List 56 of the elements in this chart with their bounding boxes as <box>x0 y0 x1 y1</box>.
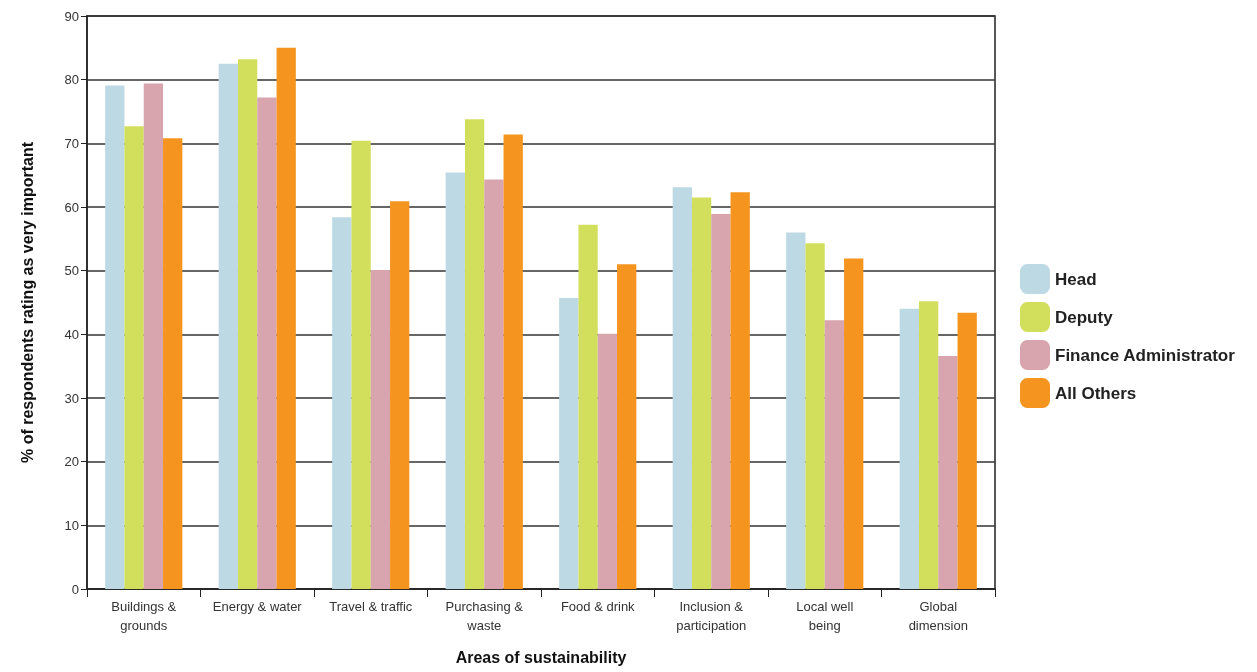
bar <box>578 224 598 589</box>
bar <box>445 172 465 589</box>
y-tick-label: 10 <box>64 517 79 533</box>
legend-label: Deputy <box>1055 307 1114 327</box>
x-tick-label: Food & drink <box>560 599 636 614</box>
bar <box>691 197 712 589</box>
bar <box>237 59 258 589</box>
bar <box>332 217 352 589</box>
y-tick-label: 90 <box>64 8 79 24</box>
y-tick-label: 60 <box>64 199 79 215</box>
y-tick-label: 0 <box>71 581 79 597</box>
bar <box>824 320 845 589</box>
bar <box>899 308 919 589</box>
bar <box>464 119 485 589</box>
y-tick-label: 70 <box>64 135 79 151</box>
bar <box>711 214 731 589</box>
bar <box>805 243 825 589</box>
bar <box>672 187 692 589</box>
x-tick-label: Local well being <box>796 599 854 633</box>
bar <box>351 140 371 589</box>
legend-label: Finance Administrator <box>1055 345 1236 365</box>
bar <box>218 63 238 589</box>
bar <box>503 134 523 589</box>
bar <box>597 333 618 589</box>
y-tick-label: 50 <box>64 263 79 279</box>
x-tick-label: Energy & water <box>212 599 303 614</box>
legend-label: Head <box>1055 269 1097 289</box>
bar <box>957 312 977 589</box>
bar <box>370 270 391 589</box>
x-tick-label: Purchasing & waste <box>445 599 524 633</box>
bar <box>390 201 410 589</box>
bar <box>276 47 296 589</box>
bar <box>844 258 864 589</box>
legend-label: All Others <box>1055 383 1137 403</box>
bar <box>938 355 958 589</box>
x-tick-label: Buildings & grounds <box>111 599 177 633</box>
bar <box>730 192 750 589</box>
bar <box>124 126 144 589</box>
bar <box>786 232 806 589</box>
bar <box>484 179 504 589</box>
bar <box>143 83 164 589</box>
y-axis-title: % of respondents rating as very important <box>18 141 36 463</box>
y-tick-label: 30 <box>64 390 79 406</box>
bar <box>163 138 183 589</box>
bar <box>617 264 637 589</box>
x-tick-label: Global dimension <box>908 599 968 633</box>
y-tick-label: 20 <box>64 454 79 470</box>
x-tick-label: Travel & traffic <box>329 599 413 614</box>
bar <box>105 85 125 589</box>
bar <box>559 298 579 589</box>
bar <box>918 301 939 589</box>
x-axis-title: Areas of sustainability <box>455 648 627 666</box>
y-tick-label: 80 <box>64 72 79 88</box>
x-tick-label: Inclusion & participation <box>676 599 747 633</box>
y-tick-label: 40 <box>64 326 79 342</box>
bar <box>257 97 277 589</box>
